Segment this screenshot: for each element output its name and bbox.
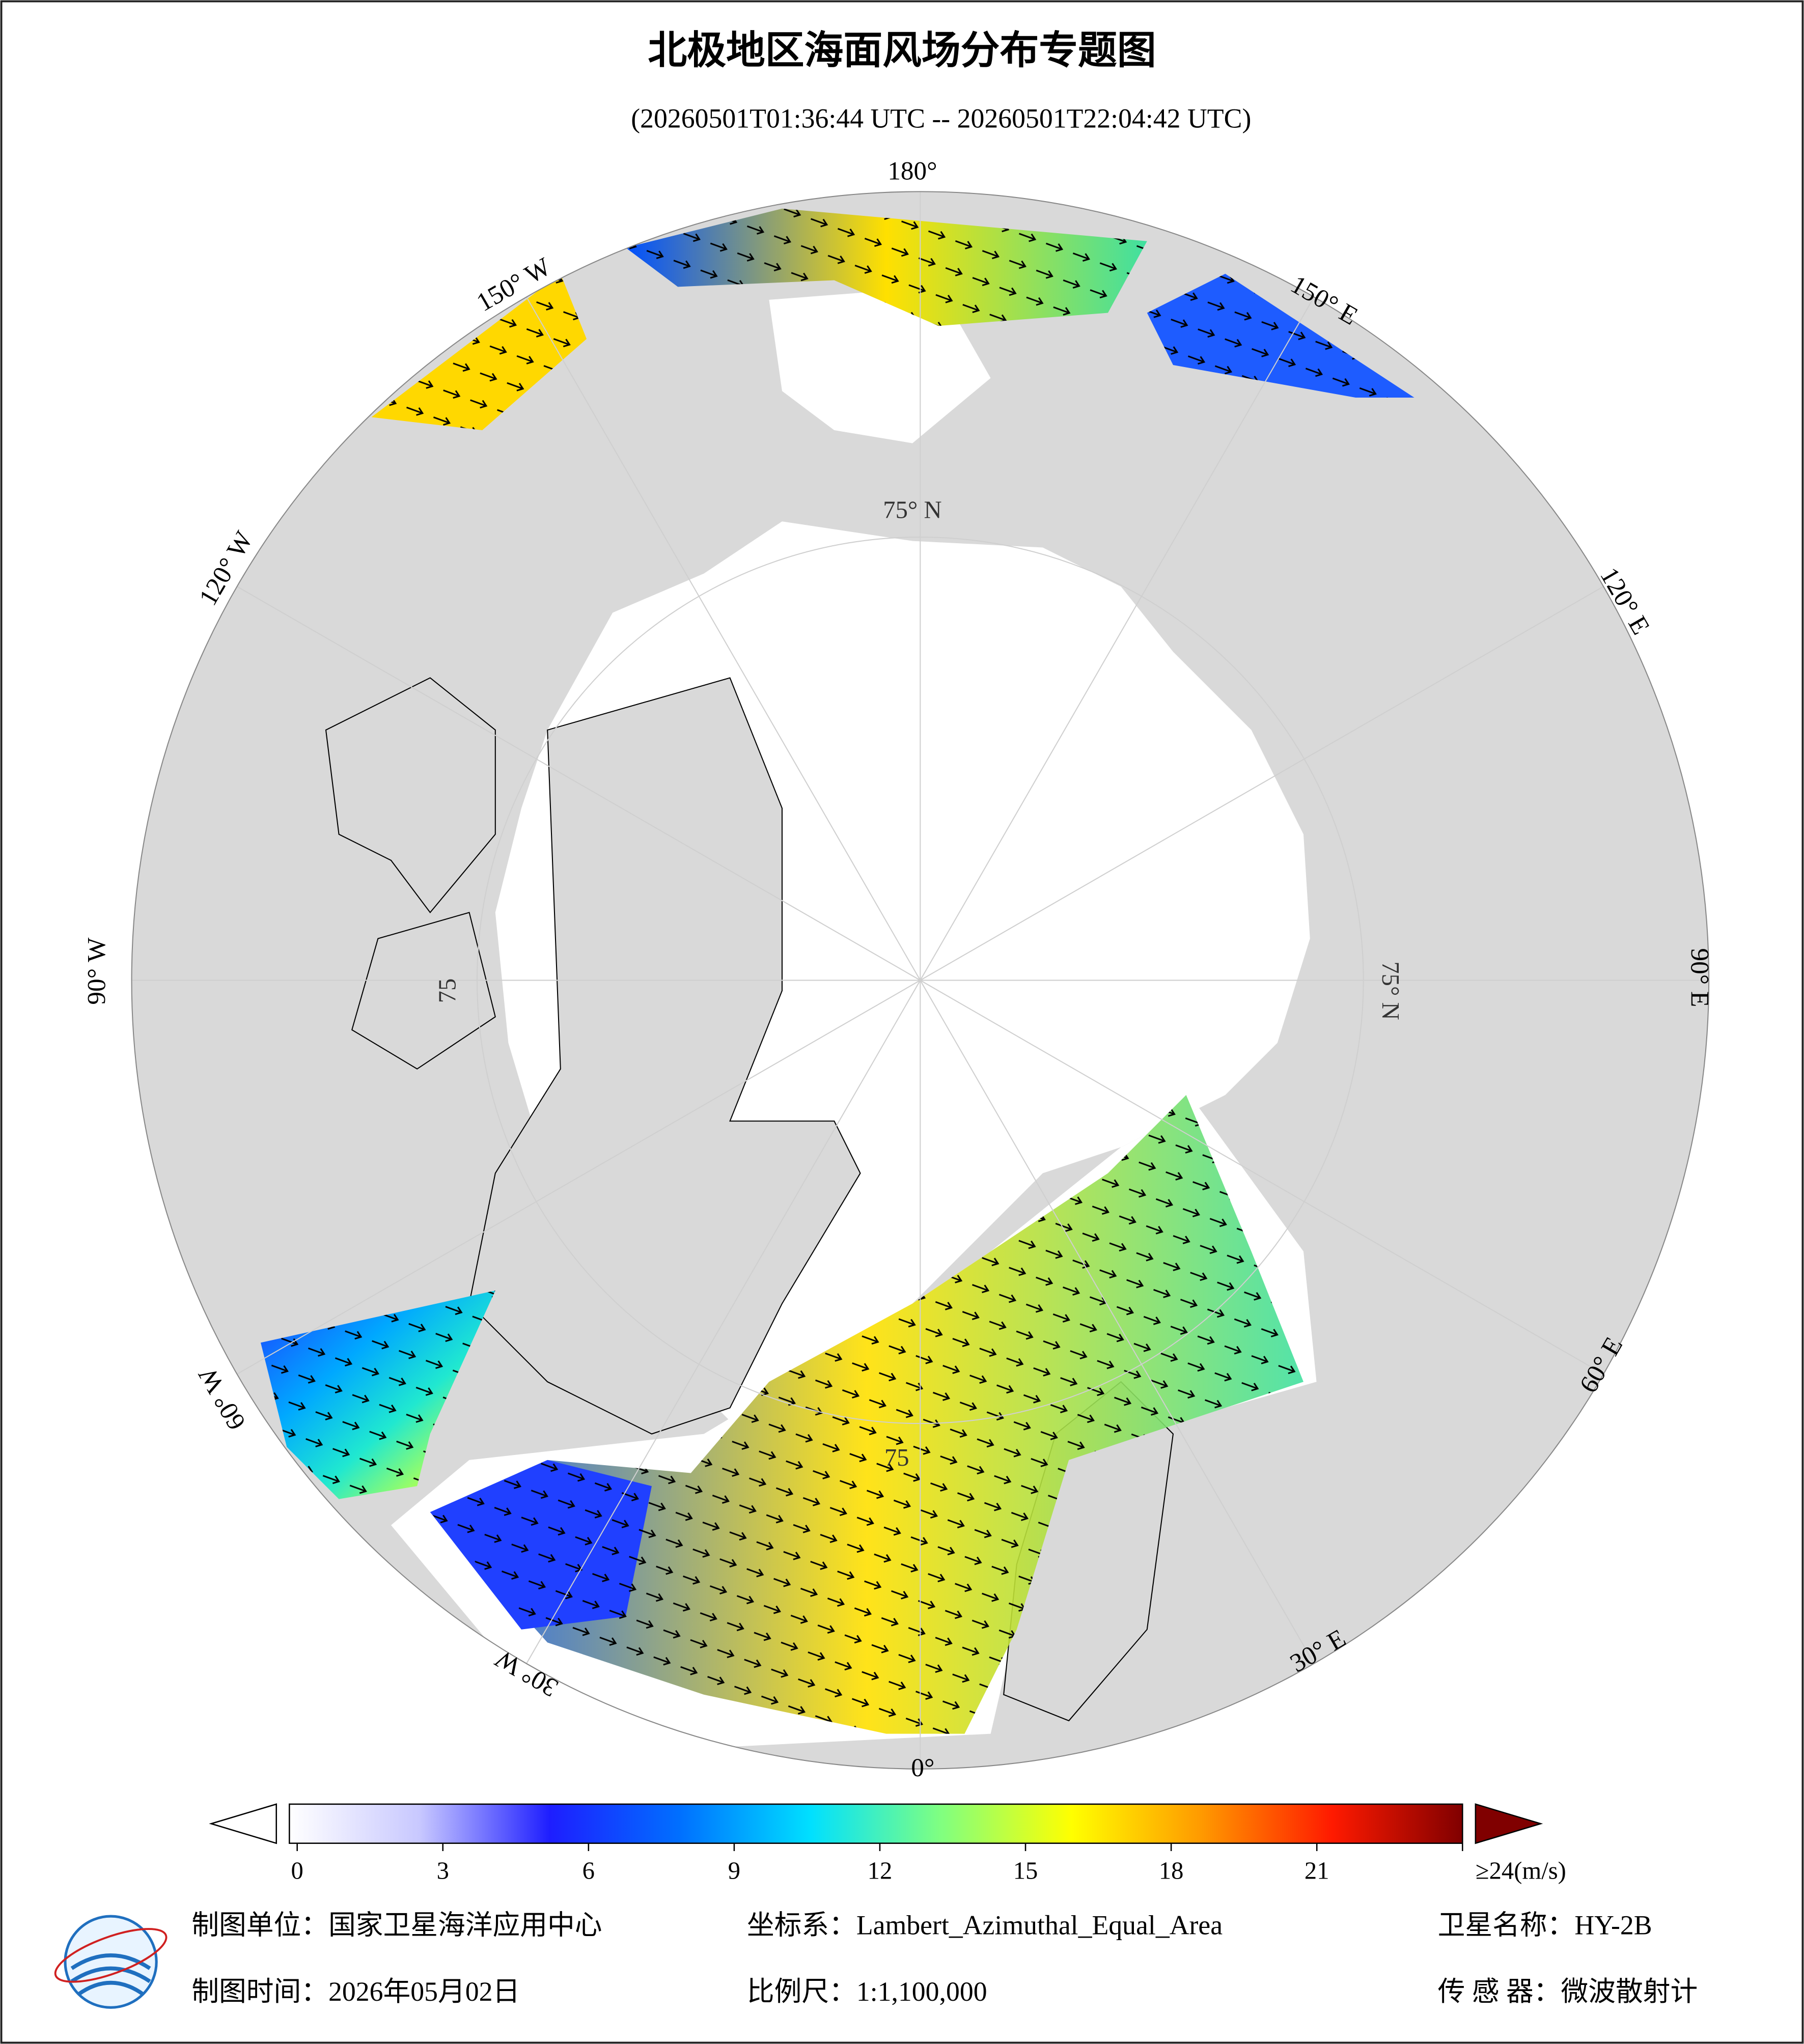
title: 北极地区海面风场分布专题图 <box>648 29 1156 72</box>
lon-label: 90° E <box>1685 948 1714 1007</box>
colorbar: 0 3 6 9 12 15 18 21 ≥24(m/s) <box>209 1803 1566 1885</box>
footer-date: 制图时间：2026年05月02日 <box>191 1976 520 2007</box>
meridians <box>131 191 1709 1769</box>
map-border <box>131 191 1710 1770</box>
lat-label: 75 <box>884 1444 909 1471</box>
colorbar-tick-label: ≥24(m/s) <box>1476 1857 1566 1885</box>
colorbar-low-arrow <box>209 1803 277 1844</box>
greenland <box>468 677 861 1435</box>
footer-satellite: 卫星名称：HY-2B <box>1438 1910 1652 1940</box>
footer-sensor: 传 感 器：微波散射计 <box>1438 1976 1698 2007</box>
lon-label: 180° <box>887 156 937 185</box>
colorbar-high-arrow <box>1475 1803 1543 1844</box>
wind-arrows <box>260 208 1414 1734</box>
footer-unit: 制图单位：国家卫星海洋应用中心 <box>191 1910 602 1940</box>
lon-label: 0° <box>911 1753 934 1782</box>
subtitle: (20260501T01:36:44 UTC -- 20260501T22:04… <box>631 103 1251 133</box>
colorbar-tick-label: 6 <box>582 1857 595 1885</box>
logo <box>54 1915 168 2009</box>
colorbar-tick-label: 0 <box>291 1857 303 1885</box>
colorbar-tick-label: 9 <box>728 1857 740 1885</box>
colorbar-bar <box>289 1803 1463 1844</box>
lat-label: 75° N <box>1377 961 1404 1020</box>
footer-scale: 比例尺：1:1,100,000 <box>747 1976 987 2007</box>
colorbar-tick-label: 21 <box>1305 1857 1329 1885</box>
bering-strait <box>769 287 991 443</box>
archipelago <box>325 677 496 1070</box>
colorbar-tick-label: 12 <box>868 1857 893 1885</box>
colorbar-tick-label: 3 <box>437 1857 449 1885</box>
colorbar-tick-label: 15 <box>1013 1857 1038 1885</box>
lat-label: 75 <box>433 978 461 1003</box>
lon-label: 90° W <box>82 937 111 1005</box>
footer-crs: 坐标系：Lambert_Azimuthal_Equal_Area <box>747 1910 1223 1940</box>
map <box>131 191 1709 1769</box>
lat-label: 75° N <box>883 496 941 523</box>
colorbar-tick-label: 18 <box>1159 1857 1184 1885</box>
